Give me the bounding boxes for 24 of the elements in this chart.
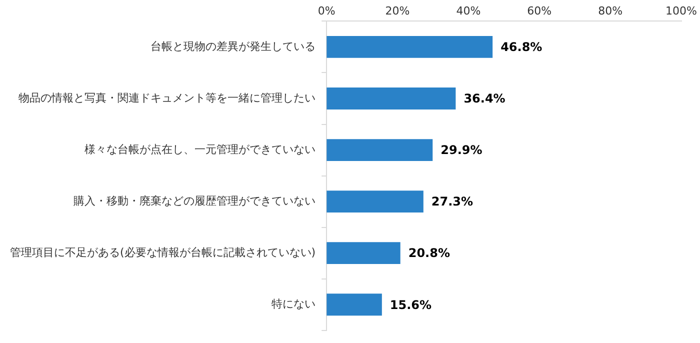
- data-label: 20.8%: [408, 246, 450, 260]
- y-tick-label: 物品の情報と写真・関連ドキュメント等を一緒に管理したい: [18, 91, 316, 104]
- x-tick-label: 20%: [385, 4, 410, 18]
- bar: [326, 88, 456, 110]
- y-tick-label: 管理項目に不足がある(必要な情報が台帳に記載されていない): [10, 246, 316, 259]
- x-tick-label: 80%: [598, 4, 623, 18]
- bar: [326, 139, 433, 161]
- y-tick-label: 様々な台帳が点在し、一元管理ができていない: [84, 142, 316, 156]
- bar: [326, 36, 493, 58]
- bar: [326, 242, 400, 264]
- y-tick-label: 台帳と現物の差異が発生している: [150, 40, 316, 53]
- data-label: 29.9%: [440, 143, 482, 158]
- bar: [326, 294, 382, 316]
- y-tick-label: 購入・移動・廃棄などの履歴管理ができていない: [74, 194, 316, 208]
- data-label: 27.3%: [431, 194, 474, 209]
- data-label: 36.4%: [464, 92, 506, 106]
- x-tick-label: 0%: [318, 4, 336, 18]
- data-label: 46.8%: [500, 40, 542, 54]
- bar: [326, 190, 424, 213]
- x-tick-label: 60%: [527, 4, 552, 18]
- x-tick-label: 100%: [666, 4, 698, 18]
- y-tick-label: 特にない: [272, 297, 316, 310]
- data-label: 15.6%: [390, 298, 432, 312]
- x-tick-label: 40%: [456, 4, 481, 18]
